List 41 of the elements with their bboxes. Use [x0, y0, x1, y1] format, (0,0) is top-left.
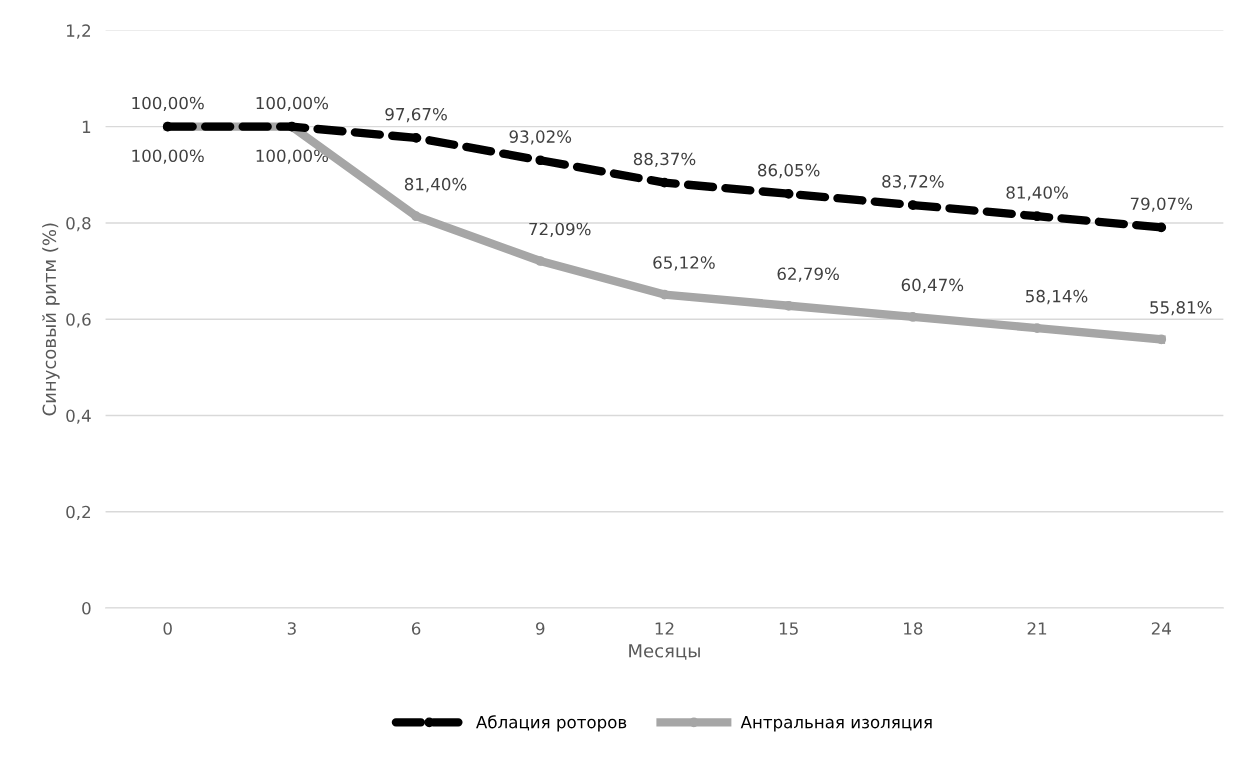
data-label: 65,12%: [653, 256, 715, 271]
legend-label: Антральная изоляция: [740, 716, 932, 732]
x-tick-label: 21: [1027, 622, 1047, 635]
y-tick-label: 0,2: [66, 505, 91, 520]
data-label: 62,79%: [777, 267, 839, 282]
y-tick-label: 0,8: [66, 216, 91, 232]
x-axis-title: Месяцы: [629, 644, 700, 660]
data-label: 60,47%: [901, 278, 964, 293]
point: [411, 133, 421, 143]
x-tick-label: 9: [536, 622, 545, 635]
x-tick-label: 6: [411, 622, 421, 635]
x-tick-label: 0: [163, 622, 172, 635]
data-label: 88,37%: [633, 152, 696, 167]
point: [908, 200, 918, 210]
data-label: 100,00%: [256, 149, 329, 164]
x-tick-label: 24: [1151, 622, 1171, 635]
data-label: 81,40%: [1006, 186, 1068, 201]
data-label: 81,40%: [404, 177, 467, 193]
x-tick-label: 12: [655, 622, 674, 635]
x-tick-label: 15: [779, 622, 798, 635]
data-label: 100,00%: [132, 149, 204, 164]
data-label: 100,00%: [256, 96, 329, 111]
y-axis-title: Синусовый ритм (%): [42, 223, 60, 416]
y-tick-label: 0,4: [66, 409, 91, 424]
data-label: 93,02%: [509, 130, 572, 145]
y-tick-label: 0: [82, 601, 91, 615]
legend-label: Аблация роторов: [476, 715, 627, 732]
x-tick-label: 18: [904, 622, 923, 635]
y-tick-label: 1,2: [67, 24, 91, 39]
point: [411, 211, 421, 222]
data-label: 100,00%: [132, 96, 204, 111]
data-label: 72,09%: [529, 222, 591, 237]
data-label: 55,81%: [1150, 301, 1212, 316]
data-label: 79,07%: [1130, 197, 1193, 212]
data-label: 58,14%: [1026, 289, 1088, 305]
data-label: 97,67%: [385, 107, 447, 123]
x-tick-label: 3: [287, 622, 296, 635]
data-label: 86,05%: [758, 163, 820, 179]
y-tick-label: 0,6: [66, 313, 91, 328]
data-label: 83,72%: [882, 175, 944, 190]
y-tick-label: 1: [82, 120, 91, 133]
